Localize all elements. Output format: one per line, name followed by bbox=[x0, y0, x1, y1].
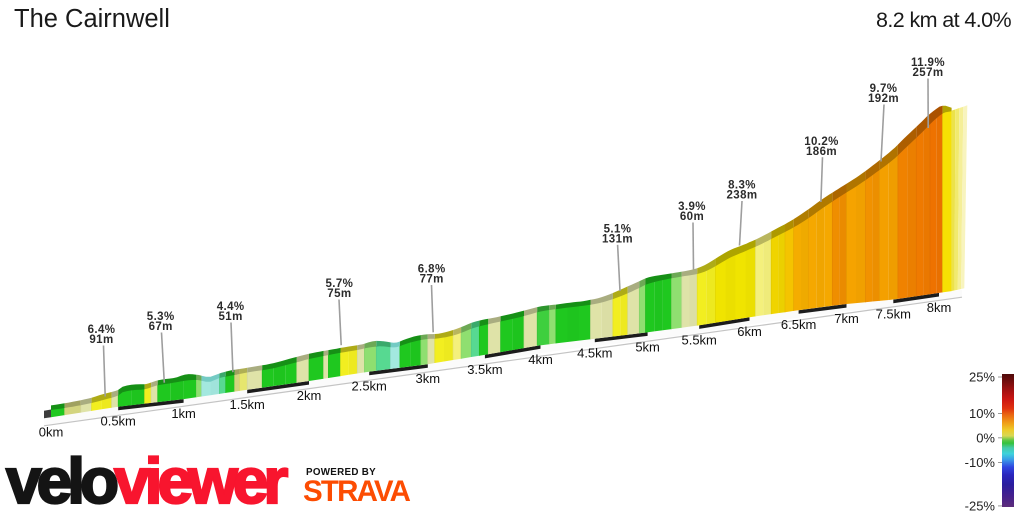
svg-text:192m: 192m bbox=[868, 93, 899, 105]
svg-text:257m: 257m bbox=[912, 67, 943, 79]
svg-text:67m: 67m bbox=[149, 321, 173, 333]
svg-text:238m: 238m bbox=[726, 190, 757, 202]
svg-text:-10%: -10% bbox=[965, 455, 996, 470]
svg-text:6km: 6km bbox=[737, 324, 762, 339]
svg-text:91m: 91m bbox=[89, 334, 113, 346]
svg-text:131m: 131m bbox=[602, 233, 633, 245]
svg-text:6.5km: 6.5km bbox=[781, 317, 816, 332]
svg-text:2.5km: 2.5km bbox=[351, 379, 386, 394]
svg-text:1km: 1km bbox=[171, 406, 196, 421]
svg-text:8.2 km at 4.0%: 8.2 km at 4.0% bbox=[876, 8, 1011, 32]
svg-text:75m: 75m bbox=[327, 288, 351, 300]
svg-text:4.5km: 4.5km bbox=[577, 346, 612, 361]
svg-text:7.5km: 7.5km bbox=[876, 307, 911, 322]
svg-text:STRAVA: STRAVA bbox=[303, 475, 411, 508]
svg-text:veloviewer: veloviewer bbox=[6, 445, 287, 512]
svg-text:1.5km: 1.5km bbox=[229, 397, 264, 412]
svg-text:77m: 77m bbox=[420, 274, 444, 286]
svg-text:0%: 0% bbox=[976, 430, 995, 445]
svg-text:4km: 4km bbox=[528, 352, 553, 367]
svg-text:186m: 186m bbox=[806, 146, 837, 158]
svg-text:2km: 2km bbox=[297, 388, 322, 403]
svg-text:7km: 7km bbox=[834, 311, 859, 326]
svg-text:5km: 5km bbox=[635, 339, 660, 354]
svg-text:The Cairnwell: The Cairnwell bbox=[14, 5, 170, 33]
svg-text:25%: 25% bbox=[969, 370, 995, 385]
svg-text:0.5km: 0.5km bbox=[100, 414, 135, 429]
svg-text:3.5km: 3.5km bbox=[467, 362, 502, 377]
svg-text:-25%: -25% bbox=[965, 498, 996, 512]
svg-text:51m: 51m bbox=[218, 311, 242, 323]
svg-text:5.5km: 5.5km bbox=[681, 332, 716, 347]
svg-text:3km: 3km bbox=[416, 371, 441, 386]
svg-text:8km: 8km bbox=[927, 300, 952, 315]
svg-text:10%: 10% bbox=[969, 406, 995, 421]
svg-text:60m: 60m bbox=[680, 211, 704, 223]
svg-text:0km: 0km bbox=[39, 424, 64, 439]
